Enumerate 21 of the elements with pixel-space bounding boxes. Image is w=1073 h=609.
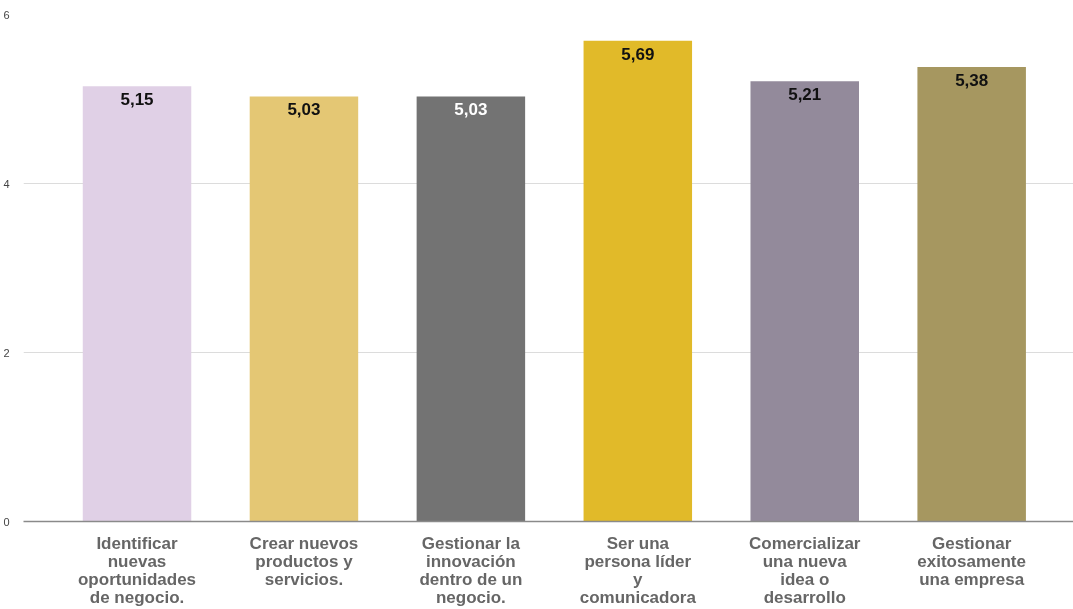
- y-tick-label: 6: [3, 8, 10, 21]
- bar: [917, 66, 1026, 522]
- bar: [583, 40, 693, 522]
- bar: [750, 81, 859, 522]
- y-tick-label: 4: [3, 177, 10, 190]
- y-tick-label: 0: [3, 515, 10, 528]
- data-label: 5,03: [454, 100, 488, 120]
- data-label: 5,15: [120, 90, 154, 110]
- data-label: 5,21: [788, 85, 822, 105]
- x-tick-label: Ser una persona líder y comunicadora: [579, 533, 697, 607]
- data-label: 5,03: [287, 100, 321, 120]
- data-label: 5,38: [955, 70, 989, 90]
- data-label: 5,69: [621, 44, 655, 64]
- x-tick-label: Gestionar exitosamente una empresa: [917, 533, 1027, 589]
- x-tick-label: Comercializar una nueva idea o desarrollo: [748, 533, 861, 607]
- bar: [416, 96, 526, 522]
- x-tick-label: Crear nuevos productos y servicios.: [249, 533, 359, 589]
- x-tick-label: Identificar nuevas oportunidades de negocio.: [77, 533, 197, 607]
- bar: [249, 96, 359, 522]
- y-tick-label: 2: [3, 346, 10, 359]
- x-tick-label: Gestionar la innovación dentro de un negocio.: [419, 533, 523, 607]
